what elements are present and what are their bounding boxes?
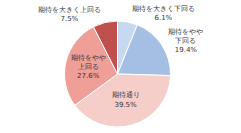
svg-text:期待を大きく下回る6.1%: 期待を大きく下回る6.1%	[132, 5, 195, 22]
svg-text:期待をやや上回る27.6%: 期待をやや上回る27.6%	[71, 54, 106, 80]
svg-text:期待通り39.5%: 期待通り39.5%	[112, 91, 140, 108]
svg-text:期待を大きく上回る7.5%: 期待を大きく上回る7.5%	[38, 6, 101, 23]
svg-text:期待をやや下回る19.4%: 期待をやや下回る19.4%	[168, 28, 203, 54]
